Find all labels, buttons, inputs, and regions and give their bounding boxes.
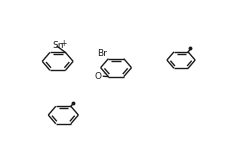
Text: Sn: Sn bbox=[53, 41, 64, 50]
Text: ⁻: ⁻ bbox=[103, 70, 107, 79]
Text: O: O bbox=[94, 72, 101, 81]
Text: +: + bbox=[60, 39, 67, 48]
Text: Br: Br bbox=[97, 49, 107, 58]
